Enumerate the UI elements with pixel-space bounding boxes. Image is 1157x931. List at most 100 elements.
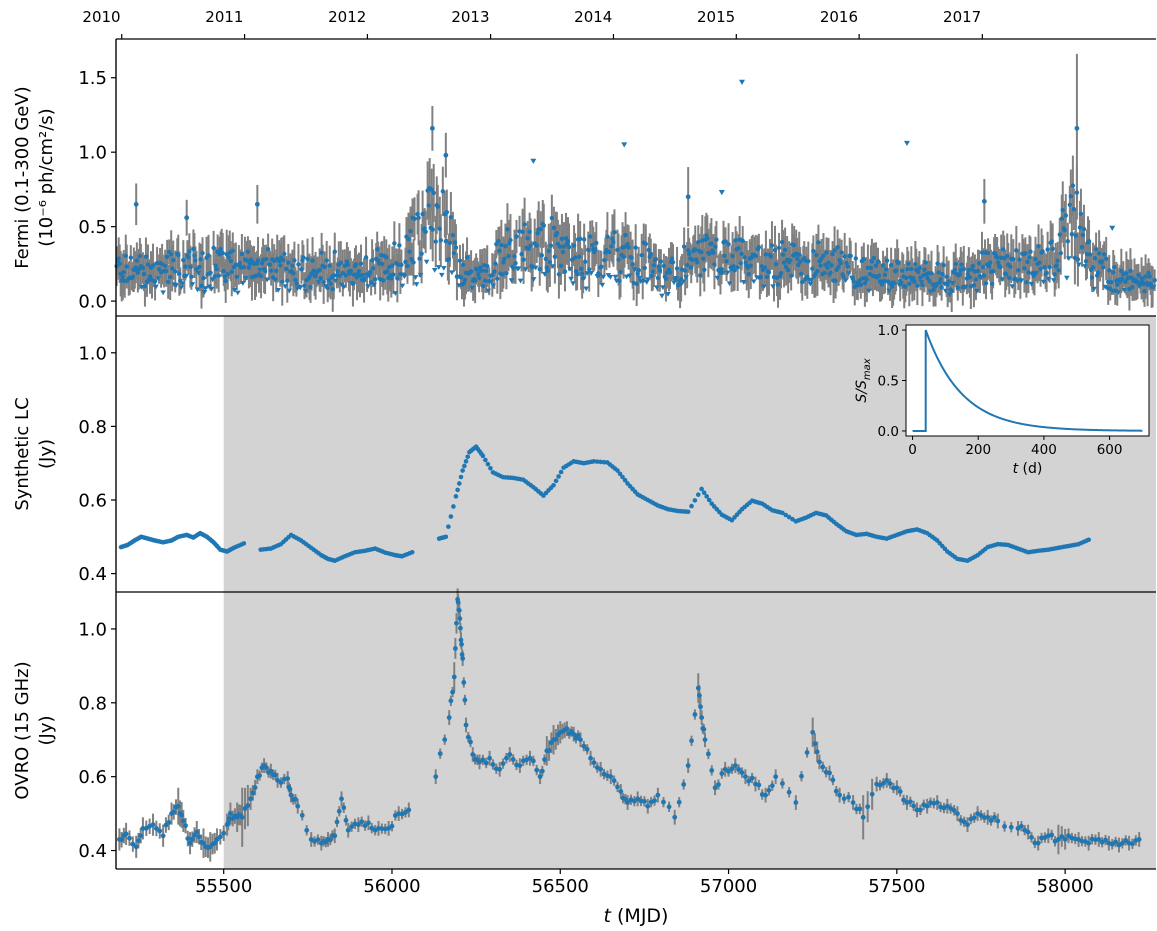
x-axis: 55500 56000 56500 57000 57500 58000 t (MJD) bbox=[195, 869, 1094, 927]
fermi-upper-limit bbox=[435, 265, 442, 270]
ovro-point bbox=[827, 770, 832, 776]
fermi-point bbox=[670, 260, 676, 265]
year-tick-label: 2017 bbox=[943, 8, 981, 26]
fermi-upper-limit bbox=[173, 283, 180, 288]
fermi-point bbox=[594, 240, 599, 246]
ovro-point bbox=[272, 772, 278, 778]
fermi-point bbox=[681, 244, 687, 249]
fermi-point bbox=[412, 216, 417, 222]
x-tick-label: 55500 bbox=[195, 876, 252, 897]
ovro-point bbox=[830, 777, 836, 783]
fermi-upper-limit bbox=[550, 264, 556, 270]
fermi-point bbox=[237, 260, 243, 266]
fermi-point bbox=[576, 254, 582, 259]
fermi-upper-limit bbox=[808, 277, 815, 283]
fermi-upper-limit bbox=[931, 286, 938, 291]
fermi-point bbox=[356, 268, 362, 274]
fermi-point bbox=[798, 259, 803, 264]
fermi-point bbox=[282, 251, 287, 257]
fermi-point bbox=[1074, 190, 1080, 195]
fermi-point bbox=[907, 281, 912, 286]
ovro-point bbox=[846, 794, 851, 800]
ovro-point bbox=[327, 837, 333, 843]
fermi-point bbox=[698, 273, 703, 278]
fermi-upper-limit bbox=[522, 267, 529, 272]
fermi-point bbox=[944, 274, 949, 279]
fermi-point bbox=[824, 250, 829, 255]
fermi-point bbox=[495, 276, 500, 281]
fermi-upper-limit bbox=[584, 271, 590, 276]
fermi-point bbox=[381, 278, 386, 283]
ovro-point bbox=[615, 784, 620, 790]
fermi-point bbox=[656, 264, 662, 269]
fermi-point bbox=[1045, 247, 1050, 252]
fermi-upper-limit bbox=[1045, 276, 1052, 282]
fermi-point bbox=[990, 269, 996, 274]
synthetic-point bbox=[558, 469, 564, 475]
fermi-upper-limit bbox=[807, 281, 814, 287]
ovro-point bbox=[1066, 833, 1071, 839]
fermi-point bbox=[326, 278, 331, 283]
fermi-point bbox=[164, 254, 170, 259]
x-tick-label: 56500 bbox=[532, 876, 589, 897]
fermi-point bbox=[199, 283, 204, 289]
fermi-point bbox=[338, 260, 344, 265]
fermi-point bbox=[883, 267, 889, 272]
ovro-point bbox=[242, 806, 248, 811]
fermi-point bbox=[187, 249, 192, 254]
synthetic-y-tick-label: 0.4 bbox=[78, 564, 107, 585]
year-axis: 200920102011201220132014201520162017 bbox=[82, 8, 983, 39]
fermi-point bbox=[226, 255, 231, 260]
fermi-point bbox=[268, 268, 274, 273]
fermi-point bbox=[841, 274, 846, 279]
fermi-point bbox=[407, 249, 412, 254]
fermi-point bbox=[864, 277, 870, 282]
synthetic-point bbox=[699, 486, 704, 492]
fermi-point bbox=[124, 264, 129, 269]
fermi-upper-limit bbox=[235, 290, 241, 296]
fermi-upper-limit bbox=[673, 275, 679, 281]
fermi-y-tick-label: 1.5 bbox=[78, 68, 107, 89]
fermi-upper-limit bbox=[124, 278, 131, 284]
fermi-point bbox=[814, 252, 819, 258]
fermi-upper-limit bbox=[739, 79, 746, 85]
ovro-point bbox=[119, 837, 125, 843]
fermi-point bbox=[983, 281, 989, 286]
synthetic-point bbox=[448, 514, 454, 519]
fermi-point bbox=[211, 245, 216, 251]
fermi-point bbox=[879, 282, 885, 287]
ovro-point bbox=[695, 685, 701, 691]
fermi-point bbox=[545, 268, 551, 274]
fermi-point bbox=[457, 258, 463, 263]
ovro-point bbox=[1008, 824, 1014, 830]
ovro-point bbox=[465, 734, 471, 740]
fermi-upper-limit bbox=[848, 275, 855, 281]
fermi-point bbox=[230, 248, 235, 254]
ovro-point bbox=[263, 765, 269, 770]
fermi-point bbox=[525, 236, 530, 241]
fermi-point bbox=[385, 269, 390, 274]
fermi-point bbox=[241, 264, 247, 270]
ovro-point bbox=[618, 789, 624, 794]
fermi-upper-limit bbox=[399, 283, 406, 289]
fermi-point bbox=[156, 266, 162, 272]
fermi-point bbox=[713, 244, 718, 249]
fermi-point bbox=[1057, 232, 1062, 237]
synthetic-point bbox=[620, 474, 625, 480]
fermi-upper-limit bbox=[999, 277, 1005, 283]
ovro-point bbox=[406, 807, 412, 813]
fermi-point bbox=[551, 225, 557, 230]
fermi-point bbox=[505, 227, 510, 232]
synthetic-point bbox=[483, 457, 488, 463]
fermi-point bbox=[705, 236, 710, 241]
fermi-point bbox=[779, 239, 785, 245]
fermi-point bbox=[322, 264, 327, 270]
ovro-point bbox=[468, 739, 473, 745]
fermi-upper-limit bbox=[676, 279, 682, 285]
fermi-point bbox=[335, 269, 340, 274]
fermi-point bbox=[554, 230, 560, 236]
fermi-point bbox=[262, 268, 268, 273]
fermi-point bbox=[447, 240, 453, 246]
fermi-point bbox=[496, 239, 501, 244]
fermi-upper-limit bbox=[392, 291, 399, 296]
